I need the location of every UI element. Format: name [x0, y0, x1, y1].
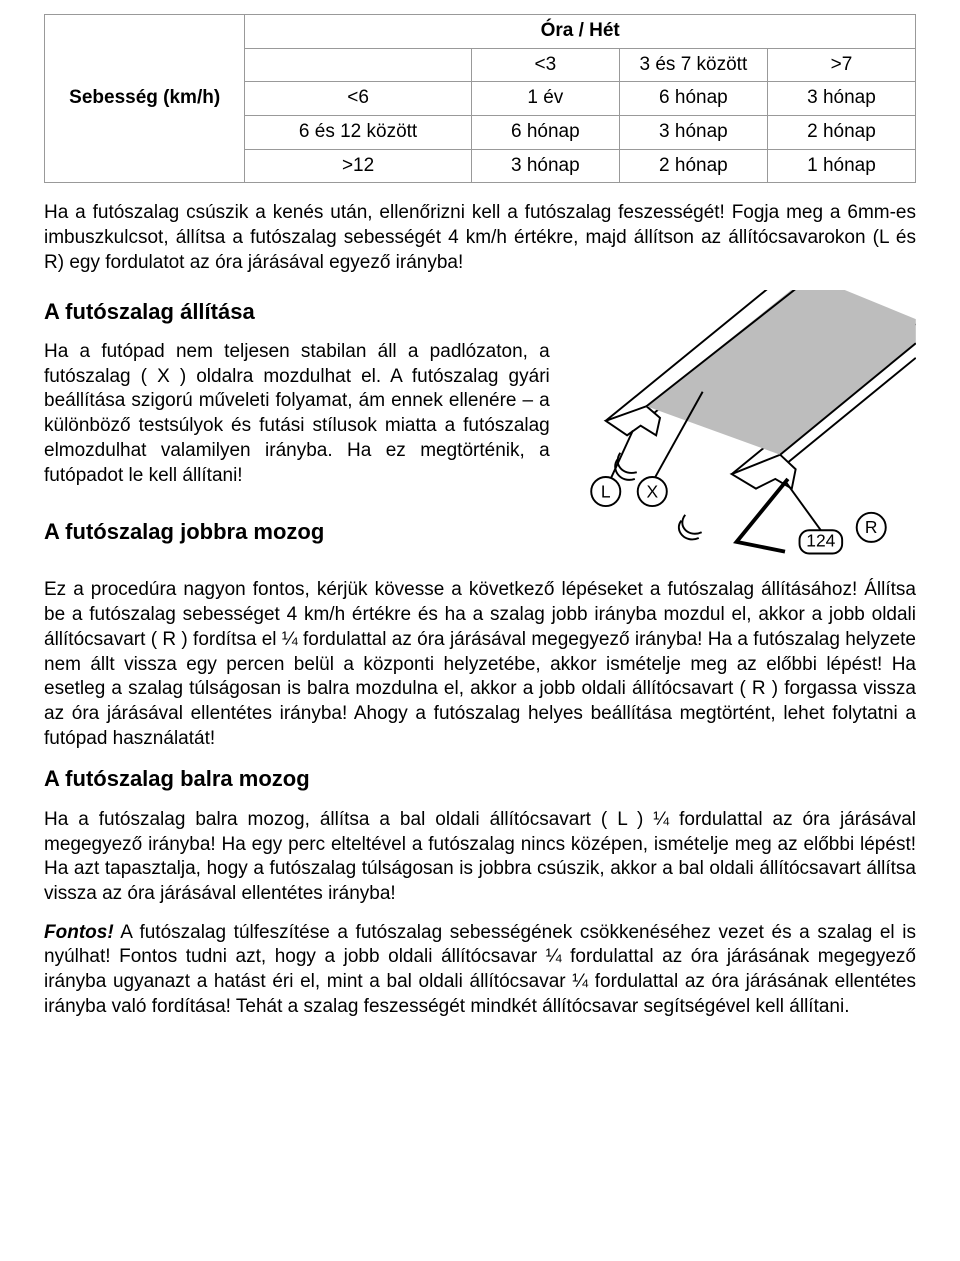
label-124: 124	[807, 530, 836, 550]
row-header-speed: Sebesség (km/h)	[45, 15, 245, 183]
label-L: L	[601, 481, 611, 501]
cell: 3 hónap	[471, 149, 619, 183]
cell: 3 hónap	[619, 116, 767, 150]
row-6to12-label: 6 és 12 között	[245, 116, 471, 150]
intro-paragraph: Ha a futószalag csúszik a kenés után, el…	[44, 201, 916, 275]
col-3to7: 3 és 7 között	[619, 48, 767, 82]
cell: 2 hónap	[619, 149, 767, 183]
belt-diagram: L X 124 R	[567, 290, 916, 569]
belt-left-paragraph: Ha a futószalag balra mozog, állítsa a b…	[44, 808, 916, 907]
belt-right-paragraph: Ez a procedúra nagyon fontos, kérjük köv…	[44, 578, 916, 751]
maintenance-table: Sebesség (km/h) Óra / Hét <3 3 és 7 közö…	[44, 14, 916, 183]
important-label: Fontos!	[44, 922, 114, 943]
heading-belt-right: A futószalag jobbra mozog	[44, 518, 550, 547]
cell: 1 év	[471, 82, 619, 116]
belt-adjust-paragraph: Ha a futópad nem teljesen stabilan áll a…	[44, 340, 550, 488]
important-text: A futószalag túlfeszítése a futószalag s…	[44, 922, 916, 1017]
treadmill-belt-icon: L X 124 R	[567, 290, 916, 561]
important-paragraph: Fontos! A futószalag túlfeszítése a futó…	[44, 921, 916, 1020]
row-gt12-label: >12	[245, 149, 471, 183]
cell: 2 hónap	[767, 116, 915, 150]
cell: 6 hónap	[471, 116, 619, 150]
row-lt6-label: <6	[245, 82, 471, 116]
col-header-hours: Óra / Hét	[245, 15, 916, 49]
label-X: X	[647, 481, 659, 501]
col-lt3: <3	[471, 48, 619, 82]
label-R: R	[865, 517, 878, 537]
cell: 6 hónap	[619, 82, 767, 116]
col-gt7: >7	[767, 48, 915, 82]
cell: 1 hónap	[767, 149, 915, 183]
col-empty	[245, 48, 471, 82]
cell: 3 hónap	[767, 82, 915, 116]
heading-belt-adjust: A futószalag állítása	[44, 298, 550, 327]
heading-belt-left: A futószalag balra mozog	[44, 765, 916, 794]
